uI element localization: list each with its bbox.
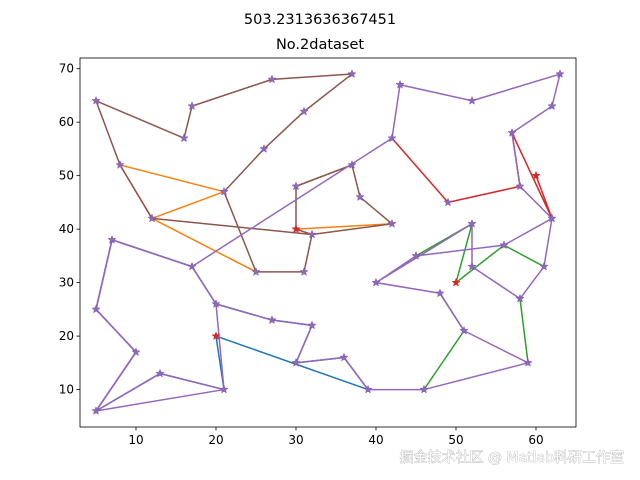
customer-point bbox=[547, 101, 557, 111]
customer-point bbox=[115, 160, 125, 169]
customer-point bbox=[211, 299, 221, 308]
customer-point bbox=[155, 368, 165, 378]
customer-point bbox=[523, 357, 533, 367]
customer-point bbox=[267, 74, 277, 84]
watermark: 掘金技术社区 @ Matlab科研工作室 bbox=[400, 449, 624, 466]
customer-point bbox=[347, 160, 357, 169]
customer-point bbox=[395, 79, 405, 89]
route-line bbox=[95, 239, 369, 412]
x-tick-label: 40 bbox=[368, 433, 383, 447]
customer-point bbox=[91, 406, 101, 415]
customer-point bbox=[411, 250, 421, 260]
customer-point bbox=[219, 384, 229, 394]
customer-point bbox=[291, 181, 301, 191]
customer-point bbox=[515, 181, 525, 191]
customer-point bbox=[259, 144, 269, 153]
customer-point bbox=[291, 357, 301, 367]
customer-point bbox=[299, 106, 309, 116]
depot-point bbox=[531, 170, 541, 180]
customer-point bbox=[251, 267, 261, 276]
customer-point bbox=[131, 347, 141, 357]
y-tick-label: 10 bbox=[59, 383, 74, 397]
depot-point bbox=[291, 224, 301, 234]
route-line bbox=[119, 164, 257, 273]
customer-point bbox=[387, 218, 397, 228]
customer-point bbox=[515, 293, 525, 303]
customer-point bbox=[419, 384, 429, 394]
y-tick-label: 50 bbox=[59, 169, 74, 183]
route-line bbox=[215, 217, 553, 391]
x-tick-label: 20 bbox=[208, 433, 223, 447]
customer-point bbox=[507, 127, 517, 137]
customer-point bbox=[299, 267, 309, 276]
depot-point bbox=[211, 331, 221, 341]
y-tick-label: 40 bbox=[59, 222, 74, 236]
y-tick-label: 70 bbox=[59, 62, 74, 76]
customer-point bbox=[355, 192, 365, 202]
route-line bbox=[95, 239, 193, 412]
customer-point bbox=[147, 213, 157, 223]
x-tick-label: 10 bbox=[128, 433, 143, 447]
customer-point bbox=[107, 234, 117, 244]
route-line bbox=[391, 132, 521, 204]
series-layer bbox=[95, 73, 561, 412]
customer-point bbox=[467, 261, 477, 271]
customer-point bbox=[347, 69, 357, 79]
y-tick-label: 60 bbox=[59, 115, 74, 129]
customer-point bbox=[467, 95, 477, 105]
customer-point bbox=[91, 95, 101, 105]
customer-point bbox=[387, 133, 397, 143]
route-line bbox=[295, 223, 393, 230]
route-line bbox=[95, 73, 393, 273]
route-line bbox=[191, 73, 561, 268]
depots-layer bbox=[211, 170, 541, 341]
customer-point bbox=[443, 197, 453, 207]
route-line bbox=[95, 239, 225, 412]
customer-point bbox=[499, 240, 509, 250]
depot-point bbox=[451, 277, 461, 287]
customer-point bbox=[91, 304, 101, 314]
customer-point bbox=[467, 218, 477, 228]
plot-frame bbox=[79, 57, 577, 428]
customer-point bbox=[307, 320, 317, 330]
customer-point bbox=[363, 384, 373, 394]
stops-layer bbox=[91, 69, 565, 415]
y-axis: 10 20 30 40 50 60 70 bbox=[59, 62, 80, 397]
customer-point bbox=[339, 352, 349, 362]
route-line bbox=[455, 244, 545, 284]
customer-point bbox=[371, 277, 381, 287]
x-axis: 10 20 30 40 50 60 bbox=[128, 427, 544, 447]
x-tick-label: 30 bbox=[288, 433, 303, 447]
customer-point bbox=[267, 315, 277, 325]
customer-point bbox=[539, 261, 549, 271]
chart-subtitle: No.2dataset bbox=[276, 37, 364, 53]
customer-point bbox=[187, 261, 197, 271]
customer-point bbox=[547, 213, 557, 223]
chart-title: 503.2313636367451 bbox=[244, 12, 396, 28]
customer-point bbox=[435, 288, 445, 298]
customer-point bbox=[219, 186, 229, 196]
x-tick-label: 60 bbox=[528, 433, 543, 447]
y-tick-label: 30 bbox=[59, 276, 74, 290]
route-line bbox=[519, 298, 529, 363]
customer-point bbox=[459, 325, 469, 335]
x-tick-label: 50 bbox=[448, 433, 463, 447]
customer-point bbox=[307, 229, 317, 239]
route-line bbox=[423, 292, 465, 390]
customer-point bbox=[555, 69, 565, 79]
y-tick-label: 20 bbox=[59, 329, 74, 343]
route-line bbox=[295, 164, 353, 188]
customer-point bbox=[187, 101, 197, 111]
customer-point bbox=[179, 133, 189, 143]
